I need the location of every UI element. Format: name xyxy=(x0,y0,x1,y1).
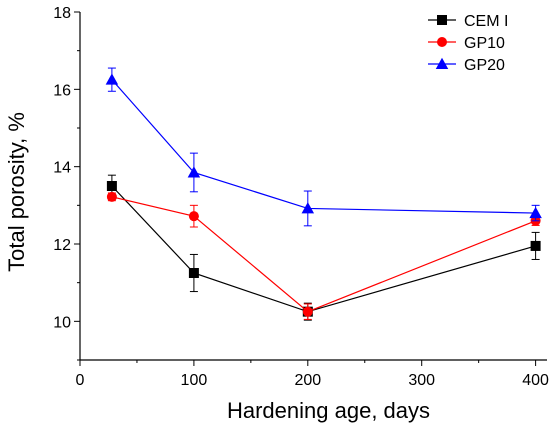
legend: CEM I GP10 GP20 xyxy=(428,13,508,74)
legend-label: GP20 xyxy=(464,57,505,74)
data-point-marker xyxy=(301,202,315,214)
data-point-marker xyxy=(437,37,447,47)
data-point-marker xyxy=(187,166,201,178)
y-tick-label: 12 xyxy=(53,237,71,254)
data-point-marker xyxy=(105,73,119,85)
series-gp20 xyxy=(105,67,542,227)
y-axis-label: Total porosity, % xyxy=(4,112,29,272)
x-tick-label: 400 xyxy=(522,372,549,389)
data-point-marker xyxy=(106,191,117,202)
series-gp10 xyxy=(106,191,541,320)
y-tick-label: 16 xyxy=(53,82,71,99)
x-tick-label: 100 xyxy=(181,372,208,389)
x-axis-label: Hardening age, days xyxy=(227,398,430,423)
y-tick-label: 10 xyxy=(53,314,71,331)
series-line xyxy=(111,196,536,313)
data-point-marker xyxy=(302,306,313,317)
legend-item: GP20 xyxy=(428,57,505,74)
y-tick-label: 18 xyxy=(53,5,71,22)
data-point-marker xyxy=(435,57,449,69)
y-tick-label: 14 xyxy=(53,160,71,177)
data-point-marker xyxy=(188,268,199,278)
axes: 0 100 200 300 400 10 12 14 16 18 xyxy=(53,5,549,389)
series-layer xyxy=(105,67,542,321)
legend-item: GP10 xyxy=(428,35,505,52)
series-cem-i xyxy=(106,174,541,321)
series-line xyxy=(111,185,536,313)
legend-item: CEM I xyxy=(428,13,508,30)
series-line xyxy=(111,79,536,214)
data-point-marker xyxy=(106,181,117,191)
legend-label: GP10 xyxy=(464,35,505,52)
data-point-marker xyxy=(188,211,199,222)
x-tick-label: 200 xyxy=(294,372,321,389)
x-tick-label: 0 xyxy=(76,372,85,389)
x-ticks: 0 100 200 300 400 xyxy=(76,360,549,389)
data-point-marker xyxy=(437,15,447,25)
x-tick-label: 300 xyxy=(408,372,435,389)
legend-label: CEM I xyxy=(464,13,508,30)
data-point-marker xyxy=(529,206,542,219)
data-point-marker xyxy=(530,240,541,251)
y-ticks: 10 12 14 16 18 xyxy=(53,5,80,361)
